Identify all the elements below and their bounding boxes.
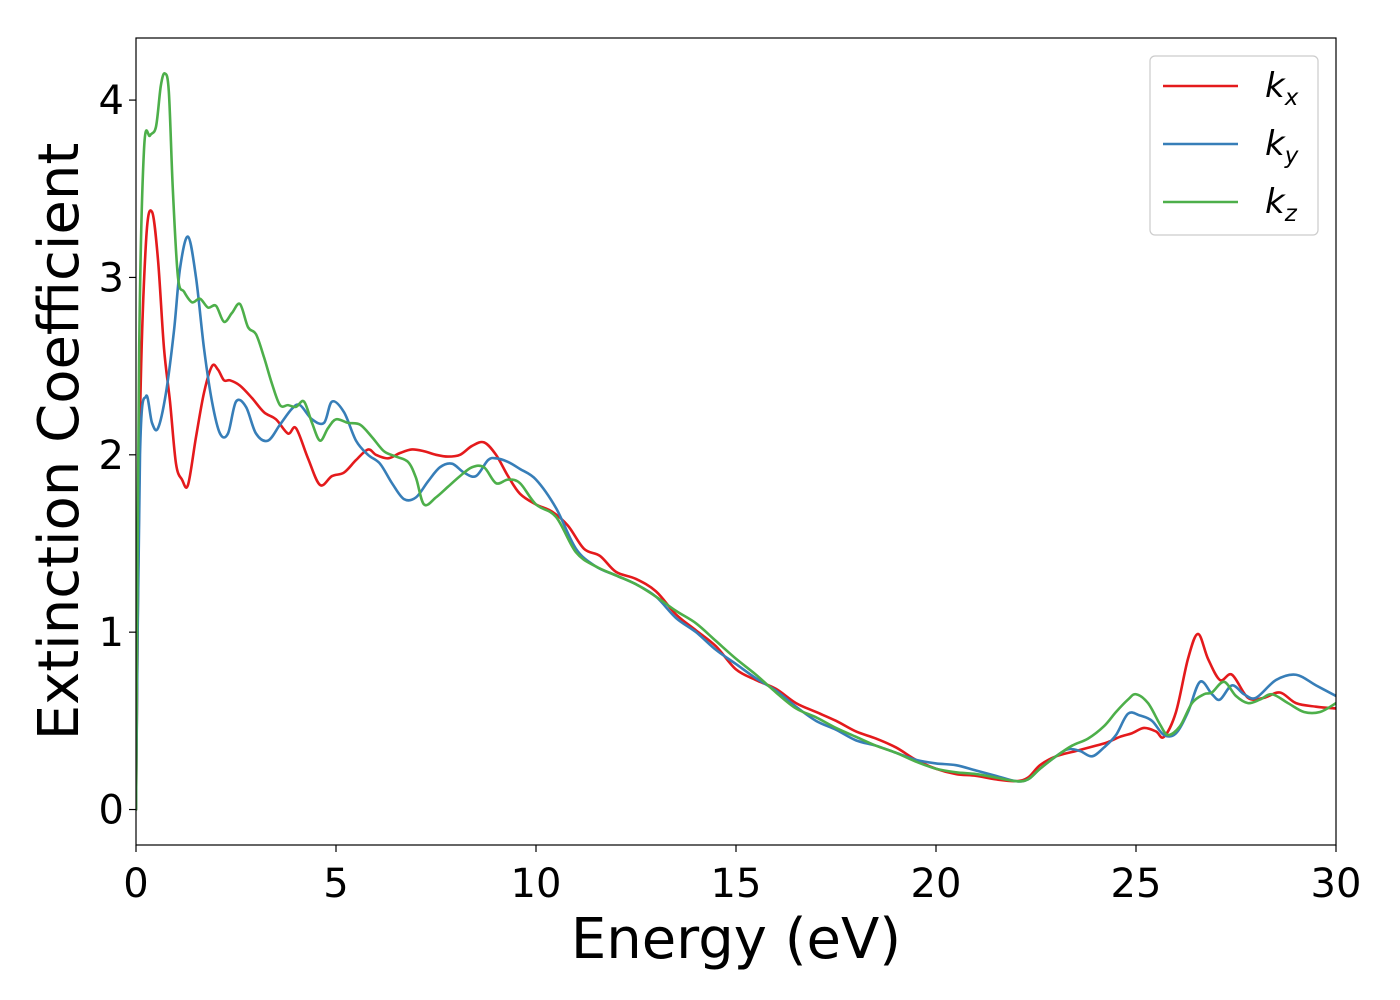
series-line-ky — [136, 235, 1336, 811]
y-axis-ticks: 0 1 2 3 4 — [99, 78, 136, 834]
y-tick-label: 2 — [99, 433, 124, 479]
legend-label-kx: kx — [1265, 66, 1299, 111]
series-line-kz — [136, 72, 1336, 811]
x-tick-label: 15 — [711, 861, 762, 907]
x-tick-label: 10 — [511, 861, 562, 907]
legend-label-kz: kz — [1265, 182, 1298, 227]
legend-frame — [1149, 55, 1319, 236]
series-layer — [136, 72, 1336, 811]
x-tick-label: 25 — [1111, 861, 1162, 907]
x-tick-label: 20 — [911, 861, 962, 907]
x-axis-ticks: 0 5 10 15 20 25 30 — [123, 845, 1361, 907]
x-tick-label: 30 — [1311, 861, 1362, 907]
x-tick-label: 0 — [123, 861, 148, 907]
y-tick-label: 0 — [99, 788, 124, 834]
legend-label-ky: ky — [1265, 124, 1299, 169]
x-axis-title: Energy (eV) — [571, 907, 901, 972]
y-axis-title: Extinction Coefficient — [27, 143, 92, 741]
x-tick-label: 5 — [323, 861, 348, 907]
y-tick-label: 4 — [99, 78, 124, 124]
legend: kx ky kz — [1149, 55, 1319, 236]
series-line-kx — [136, 209, 1336, 811]
y-tick-label: 1 — [99, 610, 124, 656]
y-tick-label: 3 — [99, 255, 124, 301]
